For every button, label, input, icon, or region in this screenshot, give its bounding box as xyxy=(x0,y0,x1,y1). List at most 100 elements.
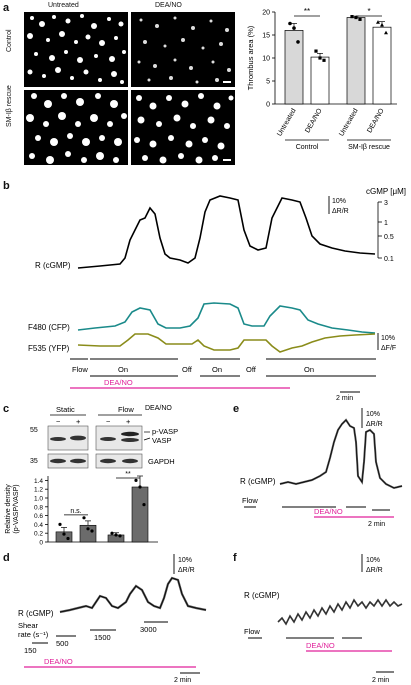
row-label-sm-rescue: SM-Iβ rescue xyxy=(6,85,13,127)
ratio-trace xyxy=(77,195,376,269)
y-tick-label-c: 1.2 xyxy=(34,487,43,494)
sig-label-a: ** xyxy=(304,7,310,16)
point-c xyxy=(134,478,138,482)
flow-trace-e: R (cGMP) 10% ΔR/R Flow DEA/NO 2 min xyxy=(240,408,403,528)
drug-label: DEA/NO xyxy=(104,378,133,387)
flow-off-label-2: Off xyxy=(246,365,257,374)
bar-a-3 xyxy=(372,26,392,105)
shear-rate-trace: R (cGMP) 10% ΔR/R Shear rate (s⁻¹) 150 5… xyxy=(18,554,207,684)
point-c xyxy=(58,522,62,526)
y-tick-label-a: 0 xyxy=(266,102,270,109)
bar-a-0 xyxy=(284,30,304,105)
ratio-trace-e xyxy=(279,418,403,490)
cgmp-tick-label: 0.5 xyxy=(384,234,394,241)
point-c xyxy=(62,532,66,536)
cgmp-tick-label: 1 xyxy=(384,220,388,227)
y-axis-label-a: Thrombus area (%) xyxy=(246,25,255,90)
band xyxy=(121,438,139,442)
point-c xyxy=(138,485,142,489)
micrograph-rescue-untreated xyxy=(24,90,128,165)
trace-label-f: R (cGMP) xyxy=(244,591,280,600)
scale-pct-d: 10% xyxy=(178,557,192,564)
col-label-untreated: Untreated xyxy=(48,2,79,9)
sig-label-c: n.s. xyxy=(70,508,81,515)
ratio-trace-e-core xyxy=(279,419,403,489)
band xyxy=(100,458,116,464)
point-a xyxy=(376,20,380,24)
bar-c-3 xyxy=(131,486,149,543)
micrograph-rescue-dea xyxy=(131,90,235,165)
x-tick-label-a: Untreated xyxy=(338,107,359,137)
sign-static-plus: + xyxy=(76,417,81,426)
sign-flow-plus: + xyxy=(126,417,131,426)
shear-value-1500: 1500 xyxy=(94,633,111,642)
flow-trace-f: R (cGMP) 10% ΔR/R Flow DEA/NO 2 min xyxy=(244,554,403,684)
micrograph-speckles-4 xyxy=(134,93,234,164)
shear-label-1: Shear xyxy=(18,621,39,630)
time-scale-d: 2 min xyxy=(174,677,191,684)
band xyxy=(100,437,116,441)
mw-35: 35 xyxy=(30,458,38,465)
sig-label-c: ** xyxy=(125,471,131,478)
bar-c-0 xyxy=(55,531,73,543)
shear-value-150: 150 xyxy=(24,646,37,655)
y-tick-label-a: 20 xyxy=(262,10,270,17)
panel-e-letter: e xyxy=(233,403,240,415)
group-label-rescue: SM-Iβ rescue xyxy=(348,144,390,151)
band-label-gapdh: GAPDH xyxy=(148,457,175,466)
scale-unit-d: ΔR/R xyxy=(178,567,195,574)
panel-f-letter: f xyxy=(233,552,237,564)
panel-a-letter: a xyxy=(3,2,10,14)
trace-label-yfp: F535 (YFP) xyxy=(28,344,70,353)
time-scale-e: 2 min xyxy=(368,521,385,528)
band-label-pvasp: p-VASP xyxy=(152,427,178,436)
micrograph-speckles-3 xyxy=(26,93,127,164)
drug-label-e: DEA/NO xyxy=(314,507,343,516)
scale-pct-f: 10% xyxy=(366,557,380,564)
point-a xyxy=(354,15,358,20)
drug-label-f: DEA/NO xyxy=(306,641,335,650)
ratio-trace-d-core xyxy=(59,577,207,613)
fret-scale-pct: 10% xyxy=(381,335,395,342)
scale-unit-f: ΔR/R xyxy=(366,567,383,574)
scale-bar xyxy=(223,159,231,161)
x-tick-label-a: Untreated xyxy=(276,107,297,137)
sig-label-a: * xyxy=(367,7,370,16)
col-label-dea-no: DEA/NO xyxy=(155,2,182,9)
flow-label-e: Flow xyxy=(242,496,258,505)
point-c xyxy=(66,536,70,541)
cgmp-axis-title: cGMP [μM] xyxy=(366,187,406,196)
scale-bar xyxy=(223,81,231,83)
point-a xyxy=(292,26,296,30)
panel-c-letter: c xyxy=(3,403,10,415)
point-a xyxy=(380,22,384,27)
flow-label: Flow xyxy=(72,365,88,374)
western-blot-panel: Static Flow − + − + DEA/NO 55 35 p-VASP … xyxy=(30,405,178,469)
cgmp-fret-traces: R (cGMP) F480 (CFP) F535 (YFP) cGMP [μM]… xyxy=(28,187,406,353)
scale-unit-e: ΔR/R xyxy=(366,421,383,428)
panel-b-letter: b xyxy=(3,180,10,192)
ratio-trace-f xyxy=(277,598,403,626)
band xyxy=(122,458,138,464)
yfp-trace xyxy=(77,333,376,353)
thrombus-area-chart: 0 5 10 15 20 Thrombus area (%) Untreated DEA/NO… xyxy=(246,7,397,151)
band xyxy=(50,437,66,441)
point-a xyxy=(322,58,326,62)
micrograph-speckles-1 xyxy=(27,14,126,84)
point-a xyxy=(384,30,388,35)
y-axis-label-c: Relative density xyxy=(5,484,12,534)
band xyxy=(121,431,139,437)
point-c xyxy=(90,529,94,533)
point-a xyxy=(314,49,318,53)
panel-d-letter: d xyxy=(3,552,10,564)
band xyxy=(70,435,86,441)
y-tick-label-c: 0.8 xyxy=(34,504,43,511)
fret-scale-unit: ΔF/F xyxy=(381,345,396,352)
y-tick-label-c: 0.2 xyxy=(34,531,43,538)
y-tick-label-a: 5 xyxy=(266,79,270,86)
bar-a-2 xyxy=(346,17,366,105)
flow-protocol: Flow On Off On Off On DEA/NO 2 min xyxy=(70,358,376,402)
cfp-trace xyxy=(77,302,376,334)
mw-55: 55 xyxy=(30,427,38,434)
point-a xyxy=(296,40,300,44)
